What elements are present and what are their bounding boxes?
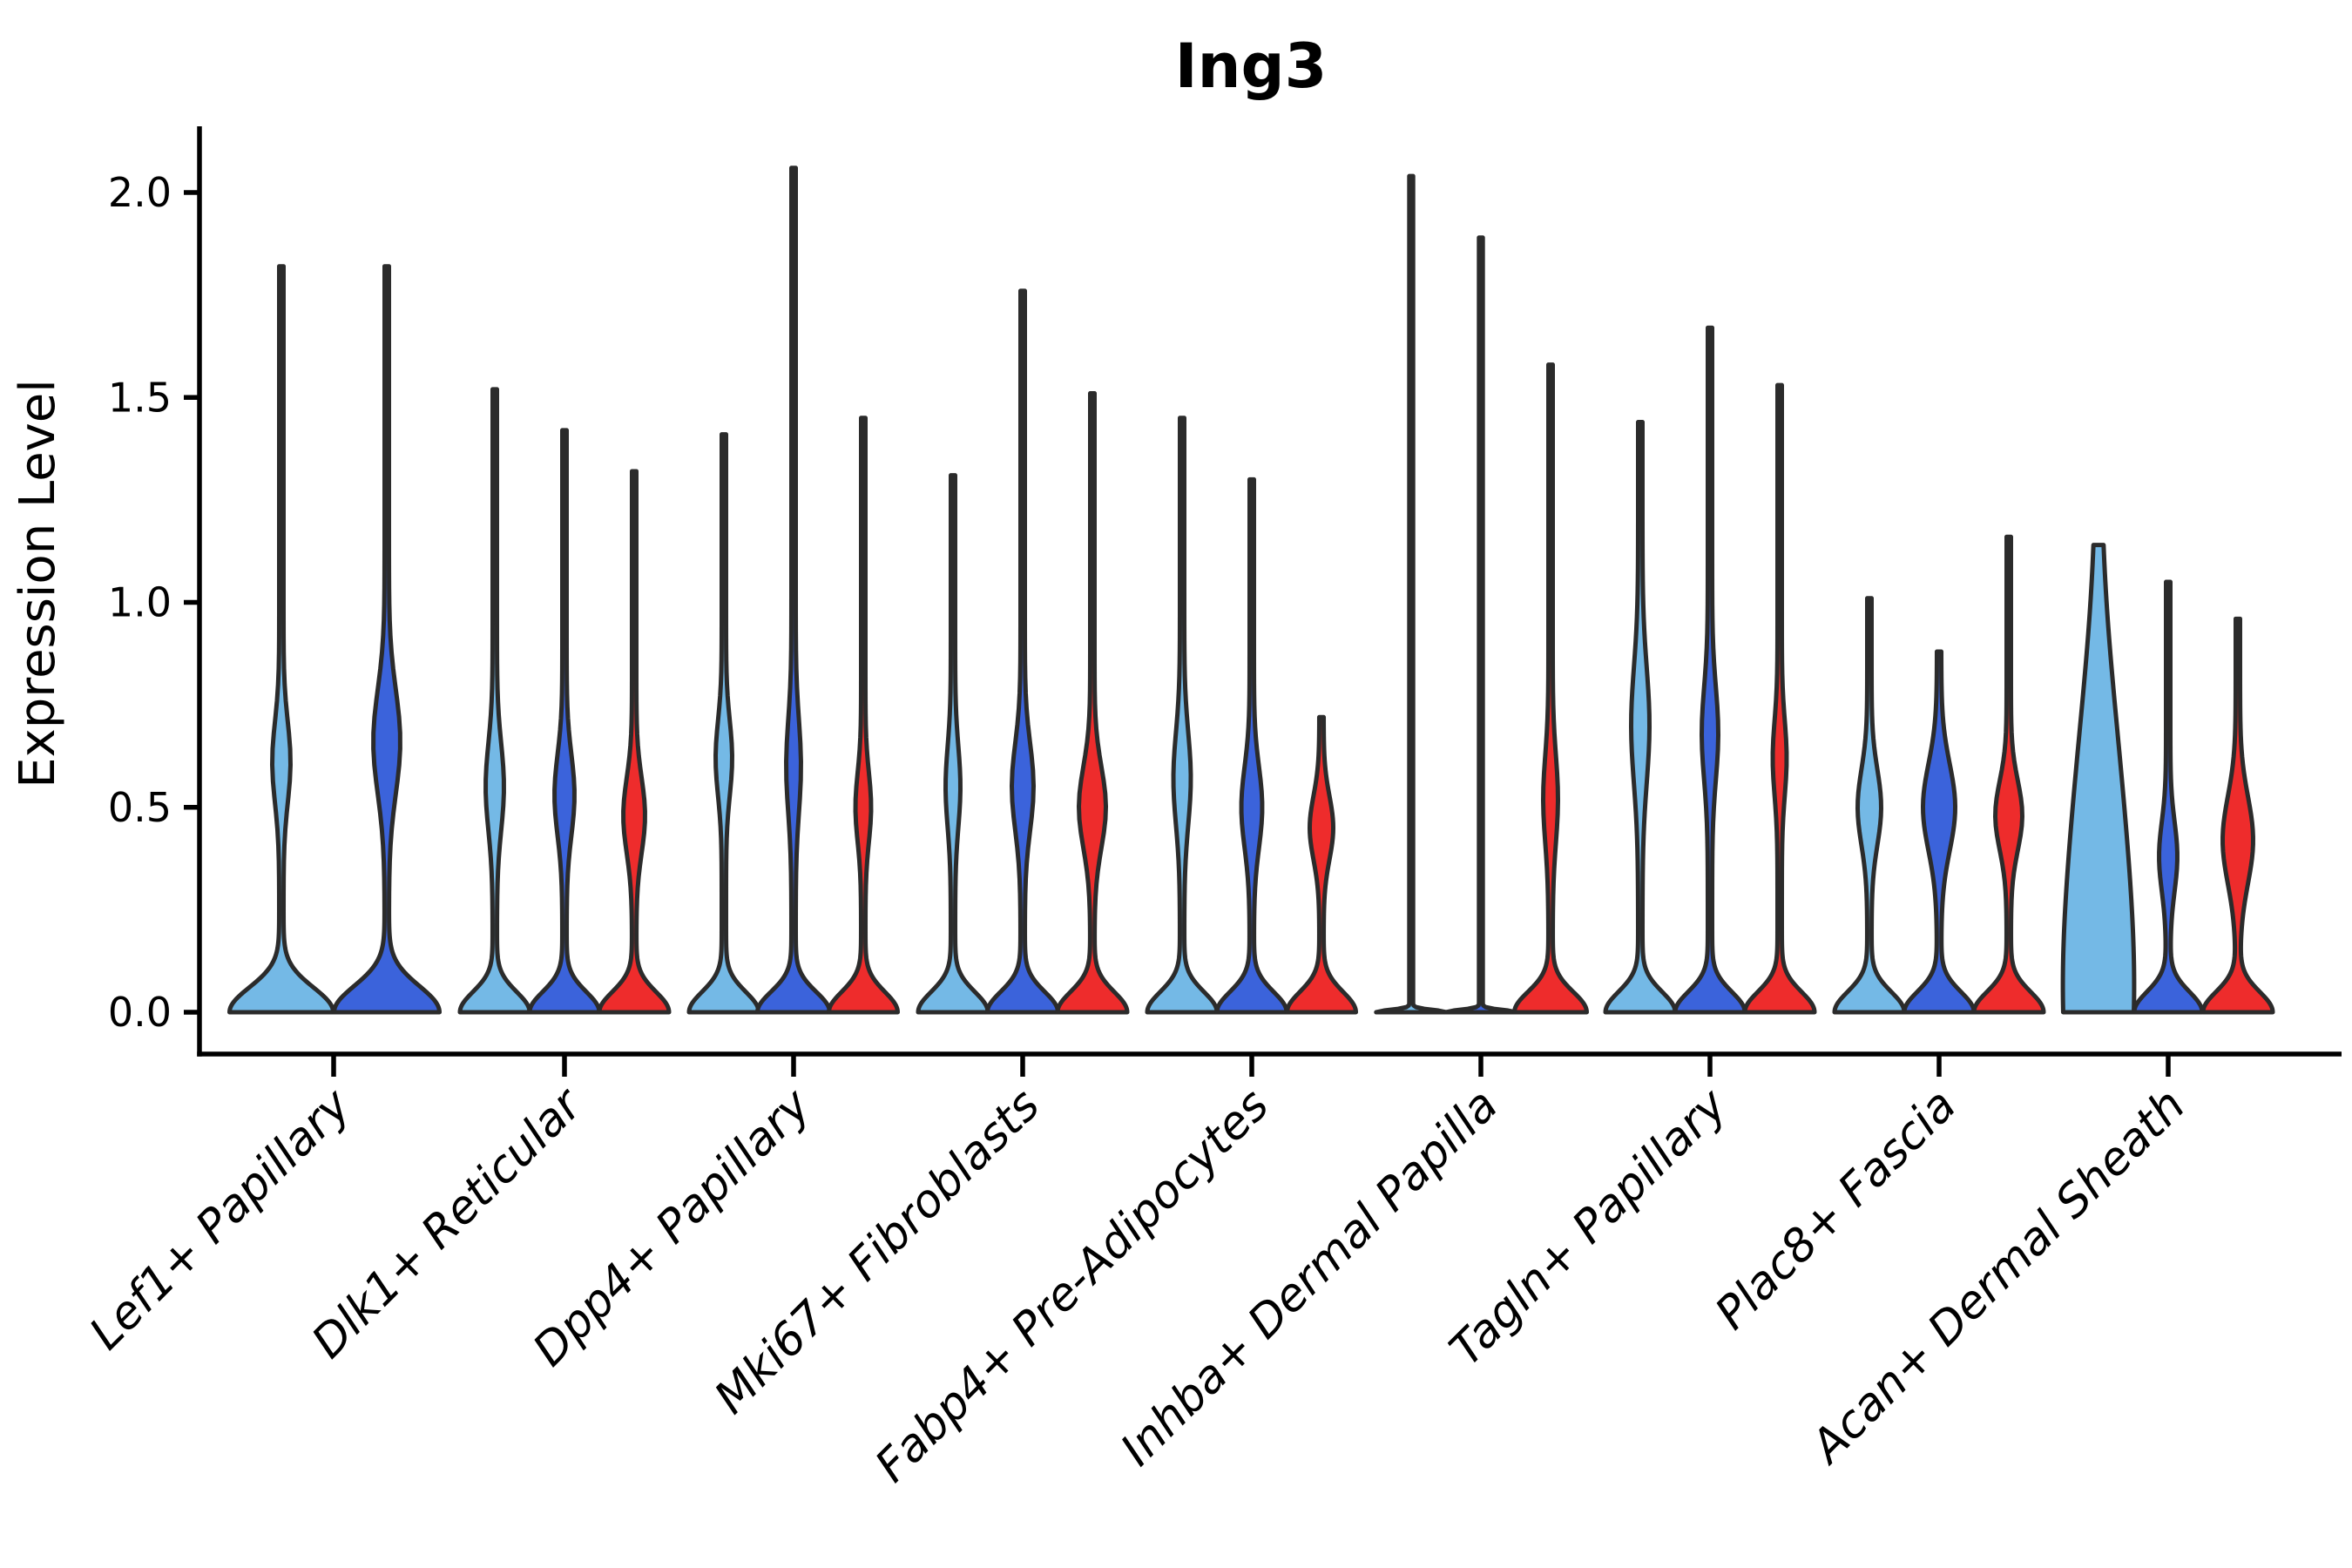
violin-tagln-group-blue [1673, 325, 1747, 1015]
y-tick-label: 1.5 [108, 374, 172, 421]
violin-fabp4-group-blue [1214, 476, 1289, 1015]
violin-inhba-group-red [1512, 362, 1589, 1015]
violin-acan-group-red [2200, 616, 2275, 1015]
violin-dpp4-group-lightblue [686, 432, 761, 1015]
x-tick-label: Plac8+ Fascia [1706, 1079, 1966, 1340]
y-tick-label: 0.0 [108, 989, 172, 1036]
violin-acan-group-lightblue [2060, 543, 2137, 1015]
violin-dlk1-group-red [597, 469, 672, 1015]
violin-dlk1-group-blue [527, 428, 602, 1015]
violin-inhba-group-blue [1443, 235, 1518, 1015]
violin-plac8-group-red [1971, 534, 2046, 1015]
violin-lef1-group-blue [332, 264, 442, 1015]
violin-dlk1-group-lightblue [457, 387, 532, 1015]
x-tick-label: Acan+ Dermal Sheath [1800, 1079, 2195, 1475]
violin-fabp4-group-lightblue [1145, 416, 1220, 1015]
violin-mki67-group-lightblue [916, 473, 990, 1015]
violin-layer [227, 166, 2275, 1015]
violin-fabp4-group-red [1285, 714, 1358, 1015]
violin-dpp4-group-red [827, 416, 900, 1015]
violin-mki67-group-blue [985, 288, 1060, 1015]
x-tick-label: Fabp4+ Pre-Adipocytes [866, 1079, 1280, 1493]
violin-plac8-group-lightblue [1832, 596, 1907, 1015]
violin-tagln-group-lightblue [1603, 419, 1678, 1015]
violin-tagln-group-red [1742, 382, 1817, 1015]
violin-mki67-group-red [1055, 391, 1130, 1015]
y-axis-label: Expression Level [10, 379, 66, 788]
violin-inhba-group-lightblue [1374, 173, 1449, 1015]
x-tick-label: Inhba+ Dermal Papilla [1111, 1079, 1508, 1477]
y-tick-label: 1.0 [108, 579, 172, 626]
y-tick-label: 2.0 [108, 169, 172, 216]
violin-acan-group-blue [2132, 579, 2205, 1015]
y-tick-label: 0.5 [108, 784, 172, 831]
chart-title: Ing3 [1175, 30, 1328, 102]
violin-lef1-group-lightblue [227, 264, 335, 1015]
violin-dpp4-group-blue [755, 166, 832, 1015]
violin-plac8-group-blue [1902, 649, 1977, 1015]
